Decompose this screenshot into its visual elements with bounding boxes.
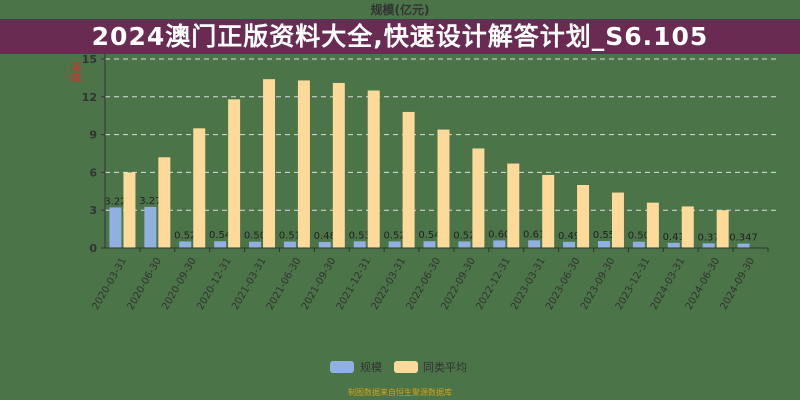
x-tick-label: 2024-06-30 (684, 256, 723, 312)
overlay-banner: 2024澳门正版资料大全,快速设计解答计划_S6.105 (0, 19, 800, 54)
bar-scale (144, 206, 157, 248)
bar-average (577, 185, 590, 248)
data-label: 0.41 (663, 232, 685, 243)
x-tick-label: 2020-09-30 (160, 256, 199, 312)
bar-scale (493, 240, 506, 248)
data-label: 0.52 (453, 230, 475, 241)
data-label: 0.49 (558, 231, 580, 242)
bar-average (611, 192, 624, 248)
data-label: 0.50 (628, 231, 650, 242)
y-tick-label: 3 (89, 204, 97, 217)
bar-scale (353, 241, 366, 248)
x-tick-label: 2023-06-30 (544, 256, 583, 312)
legend-label-average: 同类平均 (423, 360, 467, 374)
legend-swatch-scale[interactable] (330, 361, 354, 373)
data-label: 0.52 (174, 230, 196, 241)
data-label: 0.50 (244, 231, 266, 242)
x-tick-label: 2022-06-30 (405, 256, 444, 312)
legend-label-scale: 规模 (360, 360, 382, 374)
data-label: 0.48 (314, 231, 336, 242)
x-tick-label: 2022-09-30 (439, 256, 478, 312)
x-tick-label: 2021-03-31 (230, 256, 269, 312)
data-label: 0.54 (418, 230, 440, 241)
bar-average (158, 157, 171, 248)
bar-scale (388, 241, 401, 248)
x-tick-label: 2024-09-30 (719, 256, 758, 312)
x-tick-label: 2023-09-30 (579, 256, 618, 312)
bar-average (542, 174, 555, 248)
bar-scale (528, 240, 541, 248)
bar-scale (179, 241, 192, 248)
bar-average (263, 79, 276, 248)
x-tick-label: 2021-12-31 (335, 256, 374, 312)
data-label: 3.27 (139, 196, 161, 207)
legend-swatch-average[interactable] (394, 361, 418, 373)
x-tick-label: 2021-09-30 (300, 256, 339, 312)
x-tick-label: 2022-03-31 (370, 256, 409, 312)
y-tick-label: 15 (82, 53, 97, 66)
y-tick-label: 0 (89, 242, 97, 255)
x-tick-label: 2021-06-30 (265, 256, 304, 312)
bar-average (297, 80, 310, 248)
banner-text: 2024澳门正版资料大全,快速设计解答计划_S6.105 (91, 21, 709, 51)
x-tick-label: 2023-12-31 (614, 256, 653, 312)
data-label: 3.22 (104, 196, 126, 207)
bar-average (123, 172, 136, 248)
data-label: 0.53 (349, 230, 371, 241)
data-label: 0.347 (729, 233, 758, 244)
bar-average (681, 206, 694, 248)
bar-scale (109, 207, 122, 248)
bar-average (402, 111, 415, 248)
bar-average (507, 163, 520, 248)
bar-scale (283, 241, 296, 248)
bar-scale (249, 241, 262, 248)
data-label: 0.37 (698, 232, 720, 243)
y-axis-label: 规模 (69, 61, 83, 83)
y-tick-label: 12 (82, 91, 97, 104)
legend: 规模 同类平均 (330, 360, 467, 374)
data-label: 0.51 (279, 231, 301, 242)
x-tick-label: 2020-03-31 (90, 256, 129, 312)
data-label: 0.52 (383, 230, 405, 241)
bar-scale (318, 241, 331, 248)
bar-scale (667, 242, 680, 248)
chart-title: 规模(亿元) (371, 2, 430, 17)
bar-average (437, 129, 450, 248)
bar-scale (563, 241, 576, 248)
bar-scale (702, 243, 715, 248)
x-tick-label: 2024-03-31 (649, 256, 688, 312)
y-tick-label: 9 (89, 129, 97, 142)
bar-average (367, 90, 380, 248)
data-label: 0.54 (209, 230, 231, 241)
bar-scale (458, 241, 471, 248)
x-tick-label: 2020-06-30 (125, 256, 164, 312)
bar-average (646, 202, 659, 248)
bar-average (716, 210, 729, 248)
data-label: 0.60 (488, 229, 510, 240)
y-tick-label: 6 (89, 166, 97, 179)
x-tick-label: 2022-12-31 (474, 256, 513, 312)
data-label: 0.55 (593, 230, 615, 241)
x-tick-label: 2023-03-31 (509, 256, 548, 312)
bar-average (332, 82, 345, 248)
data-label: 0.61 (523, 229, 545, 240)
bar-scale (597, 241, 610, 248)
bar-scale (632, 241, 645, 248)
bar-average (228, 99, 241, 248)
bar-scale (214, 241, 227, 248)
bar-scale (423, 241, 436, 248)
bar-average (472, 148, 485, 248)
x-tick-label: 2020-12-31 (195, 256, 234, 312)
bar-average (193, 128, 206, 248)
bar-scale (737, 243, 750, 248)
footer-source: 制图数据来自恒生聚源数据库 (348, 387, 452, 397)
